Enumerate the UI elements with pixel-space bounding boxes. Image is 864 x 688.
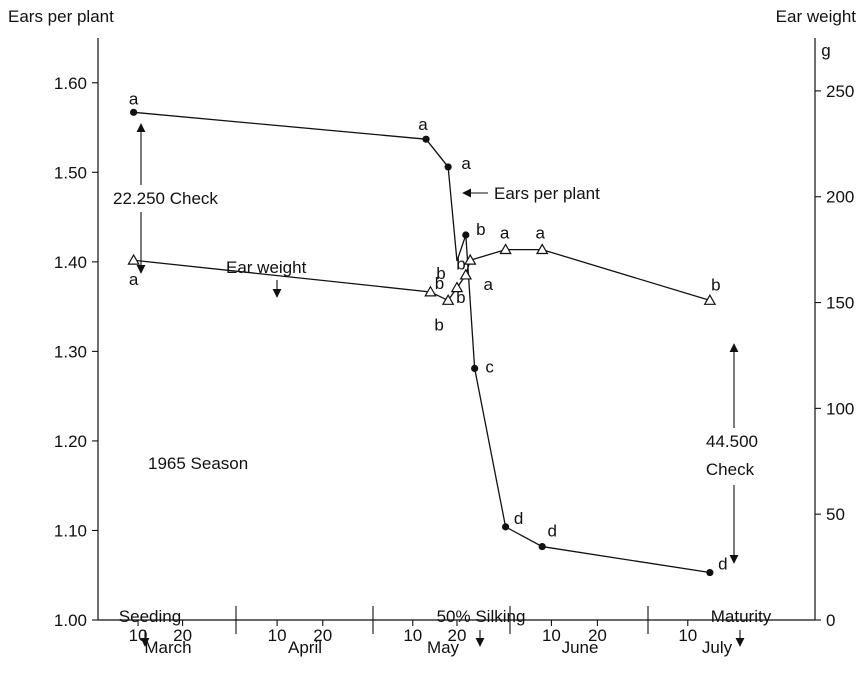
right-tick-label: 100 <box>826 399 854 418</box>
ear-weight-point-label: b <box>456 288 465 307</box>
ear-weight-point-label: b <box>434 315 443 334</box>
ears-per-plant-point-label: a <box>418 115 428 134</box>
ear-weight-point <box>499 243 512 255</box>
ear-weight-point <box>459 268 473 280</box>
ear-weight-point <box>127 253 140 265</box>
ears-per-plant-point <box>462 231 470 239</box>
month-label-june: June <box>562 638 599 657</box>
left-tick-label: 1.30 <box>54 342 87 361</box>
ears-per-plant-point-label: a <box>129 89 139 108</box>
check-44500-sublabel: Check <box>706 460 755 479</box>
right-tick-label: 200 <box>826 188 854 207</box>
left-tick-label: 1.60 <box>54 74 87 93</box>
maturity-label: Maturity <box>711 607 772 626</box>
day-tick-label: 10 <box>542 626 561 645</box>
ears-per-plant-point <box>538 542 546 551</box>
left-tick-label: 1.00 <box>54 611 87 630</box>
check-22250-label: 22.250 Check <box>113 189 218 208</box>
ears-per-plant-point <box>444 163 452 171</box>
ear-weight-point <box>441 294 455 305</box>
left-axis-title: Ears per plant <box>8 7 114 26</box>
left-tick-label: 1.10 <box>54 521 87 540</box>
month-label-march: March <box>144 638 191 657</box>
day-tick-label: 20 <box>448 626 467 645</box>
day-tick-label: 10 <box>403 626 422 645</box>
ear-weight-point-label: b <box>435 274 444 293</box>
seeding-label: Seeding <box>119 607 181 626</box>
ear-weight-point <box>424 285 437 297</box>
ear-weight-point-label: b <box>711 275 720 294</box>
silking-label: 50% Silking <box>437 607 526 626</box>
ear-weight-point <box>703 294 717 305</box>
right-axis-unit: g <box>821 41 830 60</box>
day-tick-label: 10 <box>678 626 697 645</box>
month-label-july: July <box>702 638 733 657</box>
ears-per-plant-point-label: c <box>485 357 494 376</box>
day-tick-label: 20 <box>173 626 192 645</box>
day-tick-label: 20 <box>313 626 332 645</box>
left-tick-label: 1.40 <box>54 253 87 272</box>
ears-per-plant-point <box>706 568 714 577</box>
ear-weight-point-label: a <box>535 224 545 243</box>
ears-per-plant-series-line <box>133 111 710 574</box>
ears-per-plant-point <box>471 364 479 372</box>
right-tick-label: 250 <box>826 82 854 101</box>
ears-per-plant-point-label: b <box>436 264 445 283</box>
right-axis-ticks: 0 50 100 150 200 250 <box>815 82 854 630</box>
ears-per-plant-point-label: a <box>461 154 471 173</box>
month-label-april: April <box>288 638 322 657</box>
ear-weight-point <box>535 243 549 255</box>
left-axis-ticks: 1.00 1.10 1.20 1.30 1.40 1.50 1.60 <box>54 74 98 630</box>
ears-per-plant-point-label: b <box>476 220 485 239</box>
ears-per-plant-point-label: d <box>547 522 556 541</box>
right-tick-label: 150 <box>826 294 854 313</box>
ear-weight-point-label: a <box>483 275 493 294</box>
season-label: 1965 Season <box>148 454 248 473</box>
month-label-may: May <box>427 638 460 657</box>
ear-weight-annotation: Ear weight <box>226 258 307 277</box>
ears-per-plant-point <box>130 108 138 116</box>
ear-weight-series-line <box>133 248 711 302</box>
x-axis-ticks: 10 20 10 20 10 20 10 20 10 <box>129 606 697 645</box>
ears-per-plant-point-label: d <box>718 555 727 574</box>
ears-per-plant-point <box>501 523 510 531</box>
ear-weight-point-label: a <box>500 224 510 243</box>
ear-weight-point <box>463 253 477 265</box>
right-tick-label: 50 <box>826 505 845 524</box>
right-tick-label: 0 <box>826 611 835 630</box>
ear-weight-point-label: a <box>129 270 139 289</box>
ears-per-plant-point-label: d <box>514 509 523 528</box>
ear-weight-point <box>450 281 464 293</box>
series-markers <box>127 108 717 577</box>
check-44500-label: 44.500 <box>706 432 758 451</box>
left-tick-label: 1.50 <box>54 163 87 182</box>
right-axis-title: Ear weight <box>776 7 857 26</box>
ears-per-plant-point <box>422 135 430 143</box>
ear-weight-point-label: b <box>456 255 465 274</box>
ears-per-plant-annotation: Ears per plant <box>494 184 600 203</box>
left-tick-label: 1.20 <box>54 432 87 451</box>
day-tick-label: 10 <box>268 626 287 645</box>
day-tick-label: 20 <box>588 626 607 645</box>
